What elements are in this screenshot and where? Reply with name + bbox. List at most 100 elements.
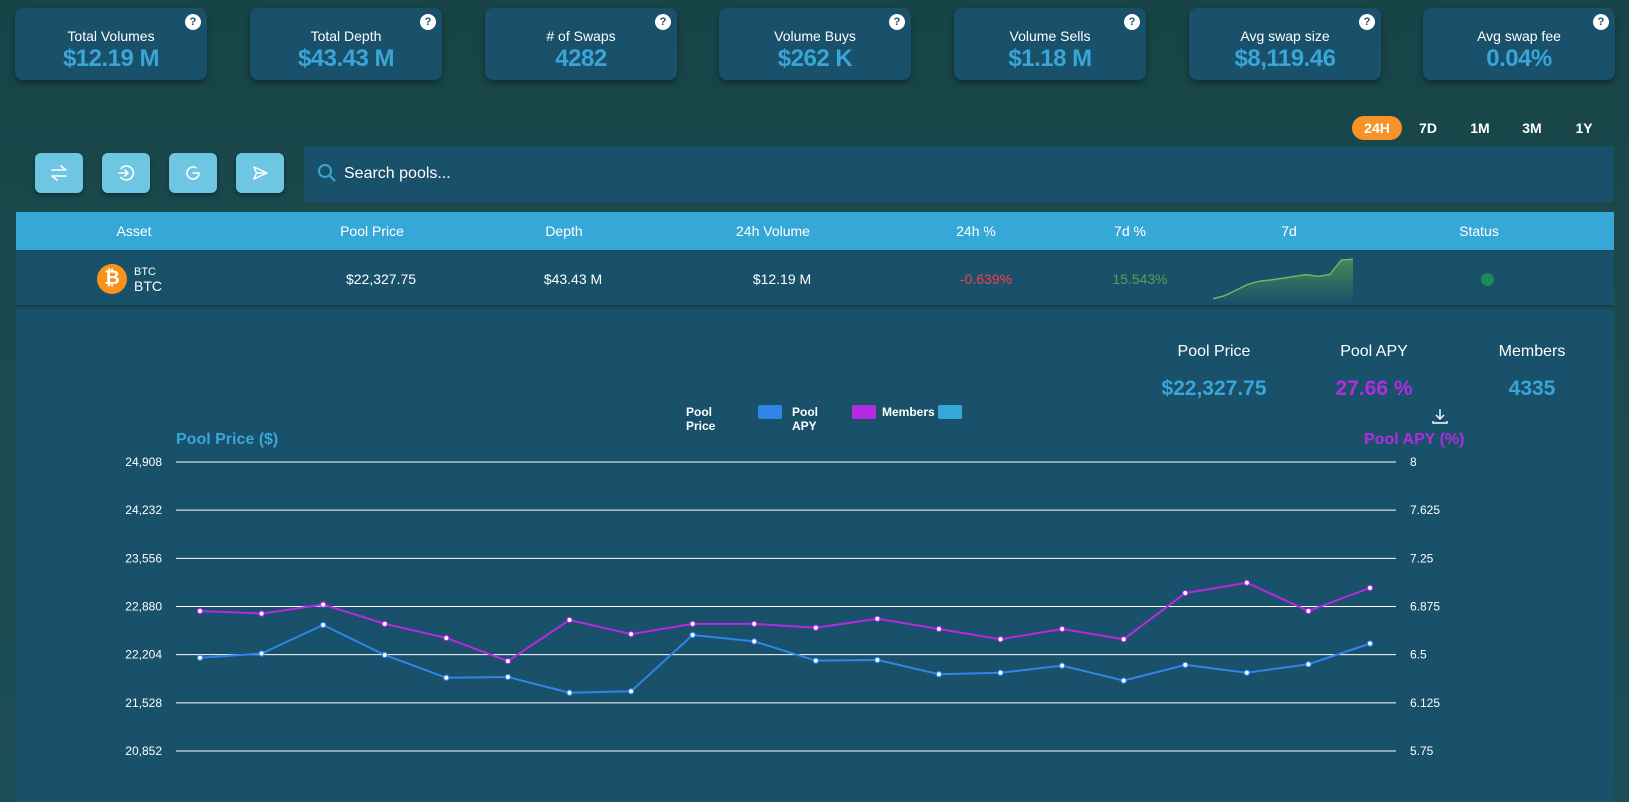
- stat-card-volume-buys: Volume Buys $262 K ?: [719, 8, 911, 80]
- add-liquidity-button[interactable]: [102, 153, 150, 193]
- stat-card-avg-swap-fee: Avg swap fee 0.04% ?: [1423, 8, 1615, 80]
- send-icon: [253, 166, 268, 180]
- series-line-pool-apy: [199, 581, 1371, 663]
- table-row[interactable]: ₿ BTC BTC $22,327.75 $43.43 M $12.19 M -…: [16, 251, 1614, 307]
- data-point-pool-apy: [812, 624, 819, 631]
- change-7d-cell: 15.543%: [1112, 271, 1168, 287]
- tab-24h[interactable]: 24H: [1352, 116, 1402, 140]
- swap-button[interactable]: [35, 153, 83, 193]
- data-point-pool-price: [1182, 661, 1189, 669]
- tab-1y[interactable]: 1Y: [1575, 120, 1593, 136]
- data-point-pool-price: [689, 631, 696, 639]
- y-left-tick-label: 22,204: [125, 648, 162, 662]
- download-icon[interactable]: [1431, 407, 1449, 425]
- data-point-pool-price: [504, 673, 512, 681]
- legend-label-members[interactable]: Members: [882, 405, 935, 419]
- tab-1m[interactable]: 1M: [1470, 120, 1490, 136]
- search-bar: [304, 146, 1614, 202]
- depth-cell: $43.43 M: [543, 271, 603, 287]
- help-icon[interactable]: ?: [1593, 14, 1609, 30]
- y-left-tick-label: 21,528: [125, 696, 162, 710]
- y-right-tick-label: 8: [1410, 455, 1417, 469]
- column-header-status[interactable]: Status: [1459, 223, 1499, 239]
- legend-label-pool-price[interactable]: Pool Price: [686, 405, 716, 433]
- search-icon: [318, 164, 336, 182]
- pool-detail-panel: Pool Price $22,327.75 Pool APY 27.66 % M…: [16, 309, 1614, 802]
- right-axis-title: Pool APY (%): [1364, 431, 1465, 448]
- kpi-members: Members 4335: [1452, 343, 1612, 401]
- column-header-pool-price[interactable]: Pool Price: [340, 223, 404, 239]
- help-icon[interactable]: ?: [655, 14, 671, 30]
- data-point-pool-apy: [689, 620, 696, 628]
- y-left-tick-label: 20,852: [125, 744, 162, 758]
- stat-value: $1.18 M: [1008, 45, 1092, 72]
- data-point-pool-apy: [1182, 589, 1189, 597]
- legend-swatch-members[interactable]: [938, 405, 962, 419]
- stat-label: Total Volumes: [67, 28, 155, 44]
- y-right-tick-label: 5.75: [1410, 744, 1434, 758]
- stat-label: # of Swaps: [546, 28, 616, 44]
- data-point-pool-apy: [1243, 579, 1251, 586]
- stat-value: 0.04%: [1486, 45, 1552, 72]
- legend-swatch-pool-apy[interactable]: [852, 405, 876, 419]
- stat-value: $262 K: [777, 45, 853, 72]
- data-point-pool-price: [196, 654, 204, 662]
- y-right-tick-label: 6.5: [1410, 648, 1427, 662]
- sparkline-7d: [1213, 258, 1353, 301]
- stat-card-total-volumes: Total Volumes $12.19 M ?: [15, 8, 207, 80]
- legend-label-pool-apy[interactable]: Pool APY: [792, 405, 818, 433]
- y-right-tick-label: 7.25: [1410, 551, 1434, 565]
- y-left-tick-label: 24,908: [125, 455, 162, 469]
- send-button[interactable]: [236, 153, 284, 193]
- y-left-tick-label: 23,556: [125, 551, 162, 565]
- refresh-button[interactable]: [169, 153, 217, 193]
- y-left-tick-label: 24,232: [125, 503, 162, 517]
- bitcoin-icon: ₿: [97, 264, 127, 294]
- data-point-pool-price: [1058, 662, 1066, 669]
- legend-swatch-pool-price[interactable]: [758, 405, 782, 419]
- help-icon[interactable]: ?: [185, 14, 201, 30]
- help-icon[interactable]: ?: [420, 14, 436, 30]
- sparkline-area: [1213, 259, 1353, 301]
- data-point-pool-apy: [319, 601, 327, 608]
- column-header-24h-change[interactable]: 24h %: [956, 223, 996, 239]
- data-point-pool-apy: [566, 616, 573, 624]
- data-point-pool-price: [812, 657, 819, 664]
- search-input[interactable]: [344, 158, 1544, 190]
- data-point-pool-apy: [381, 620, 388, 628]
- column-header-7d-change[interactable]: 7d %: [1114, 223, 1146, 239]
- data-point-pool-apy: [196, 607, 204, 615]
- column-header-depth[interactable]: Depth: [545, 223, 583, 239]
- data-point-pool-price: [258, 650, 265, 657]
- column-header-7d-chart: 7d: [1281, 223, 1297, 239]
- help-icon[interactable]: ?: [889, 14, 905, 30]
- data-point-pool-apy: [1058, 625, 1066, 633]
- left-axis-title: Pool Price ($): [176, 431, 279, 448]
- stat-value: 4282: [555, 45, 607, 72]
- data-point-pool-apy: [997, 636, 1004, 643]
- column-header-asset[interactable]: Asset: [116, 223, 152, 239]
- tab-3m[interactable]: 3M: [1522, 120, 1542, 136]
- data-point-pool-price: [1243, 669, 1251, 676]
- data-point-pool-apy: [935, 625, 943, 633]
- asset-symbol: BTC: [134, 266, 156, 278]
- sparkline-line: [1213, 258, 1353, 300]
- status-indicator: [1481, 273, 1494, 286]
- help-icon[interactable]: ?: [1124, 14, 1140, 30]
- stat-card-total-depth: Total Depth $43.43 M ?: [250, 8, 442, 80]
- tab-7d[interactable]: 7D: [1419, 120, 1437, 136]
- pool-price-cell: $22,327.75: [345, 271, 417, 287]
- y-left-tick-label: 22,880: [125, 600, 162, 614]
- data-point-pool-price: [627, 688, 635, 695]
- kpi-value: 27.66 %: [1335, 377, 1413, 400]
- stat-value: $12.19 M: [62, 45, 160, 72]
- kpi-label: Pool APY: [1340, 343, 1408, 360]
- stat-label: Volume Buys: [774, 28, 856, 44]
- data-point-pool-price: [319, 621, 327, 629]
- stat-value: $43.43 M: [297, 45, 395, 72]
- column-header-24h-volume[interactable]: 24h Volume: [736, 223, 810, 239]
- y-right-tick-label: 6.125: [1410, 696, 1440, 710]
- kpi-pool-price: Pool Price $22,327.75: [1134, 343, 1294, 401]
- volume-24h-cell: $12.19 M: [752, 271, 812, 287]
- help-icon[interactable]: ?: [1359, 14, 1375, 30]
